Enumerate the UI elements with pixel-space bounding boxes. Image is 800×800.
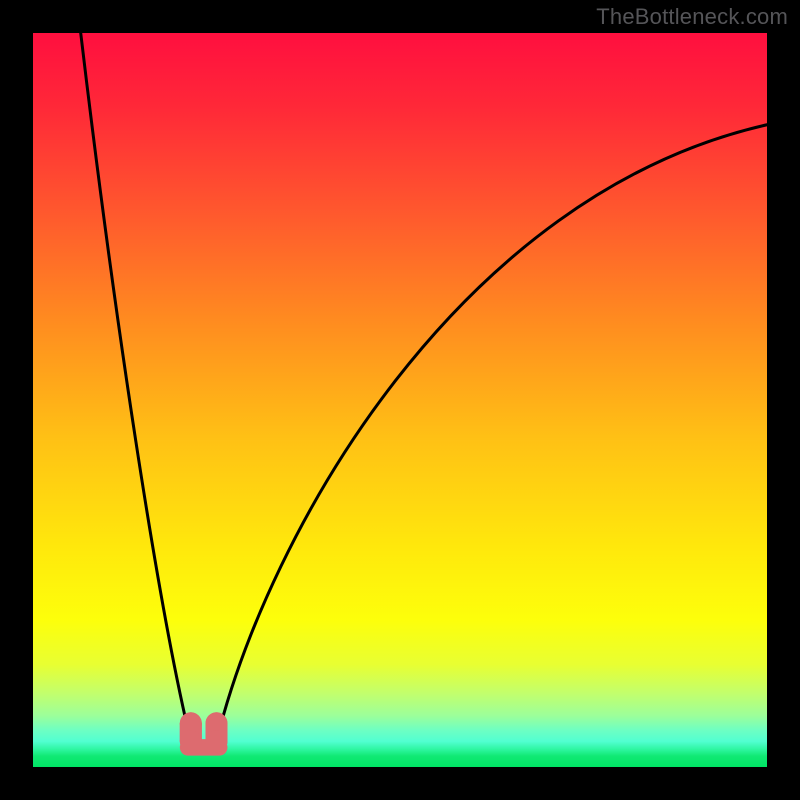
trough-marker-right-top (206, 712, 228, 752)
plot-background (33, 33, 767, 767)
watermark-text: TheBottleneck.com (596, 4, 788, 30)
trough-marker-left-top (180, 712, 202, 752)
chart-svg (0, 0, 800, 800)
chart-container: TheBottleneck.com (0, 0, 800, 800)
